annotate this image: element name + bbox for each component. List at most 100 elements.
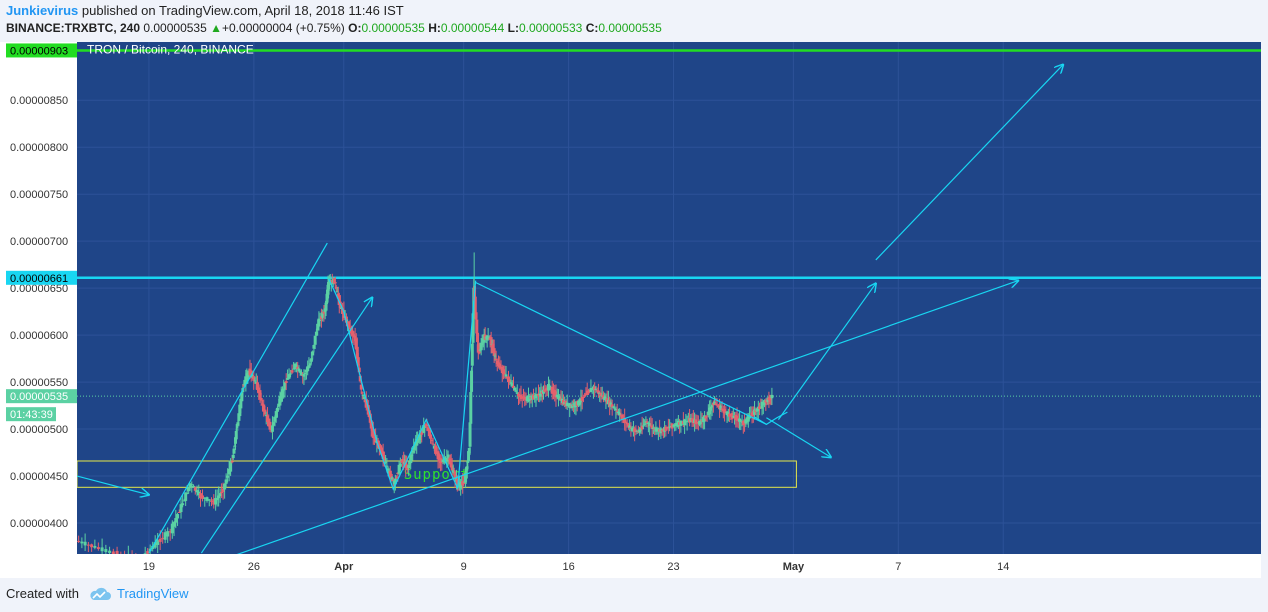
- author-name[interactable]: Junkievirus: [6, 3, 79, 18]
- candle-body: [463, 481, 467, 483]
- candle-body: [259, 398, 263, 401]
- candle-body: [411, 450, 415, 453]
- price-chart[interactable]: 0.00000400 0.00000450 0.00000500 0.00000550…: [0, 42, 1268, 578]
- candle-body: [80, 541, 84, 544]
- y-tick-label: 0.00000850: [10, 95, 68, 107]
- candle-body: [596, 390, 600, 394]
- candle-body: [100, 547, 104, 552]
- candle-body: [480, 342, 484, 346]
- candle-body: [275, 407, 279, 412]
- candle-body: [205, 497, 209, 501]
- candle-body: [262, 404, 266, 412]
- candle-body: [504, 374, 508, 377]
- y-tick-label: 0.00000800: [10, 142, 68, 154]
- candle-body: [240, 392, 244, 402]
- high-label: H:: [428, 21, 441, 35]
- candle-body: [333, 282, 337, 284]
- candle-body: [534, 394, 538, 399]
- candle-body: [425, 424, 429, 426]
- candle-body: [161, 537, 165, 539]
- candle-body: [498, 363, 502, 369]
- candle-body: [312, 345, 316, 349]
- candle-body: [264, 415, 268, 417]
- candle-body: [513, 387, 517, 391]
- candle-body: [407, 465, 411, 469]
- candle-body: [476, 332, 480, 343]
- countdown-label: 01:43:39: [10, 409, 53, 421]
- x-tick-label: Apr: [334, 561, 354, 573]
- candle-body: [420, 431, 424, 435]
- candle-body: [626, 423, 630, 427]
- price-tag-label: 0.00000661: [10, 273, 68, 285]
- candle-body: [508, 379, 512, 383]
- candle-body: [369, 420, 373, 429]
- candle-body: [111, 551, 115, 554]
- publish-line: Junkievirus published on TradingView.com…: [6, 3, 404, 18]
- candle-body: [710, 404, 714, 408]
- candle-body: [217, 495, 221, 499]
- trend-line: [875, 65, 1063, 261]
- candle-body: [610, 404, 614, 408]
- candle-body: [514, 390, 518, 392]
- tradingview-link[interactable]: TradingView: [116, 586, 189, 601]
- candle-body: [502, 369, 506, 375]
- candle-body: [473, 296, 477, 313]
- candle-body: [299, 372, 303, 375]
- candle-body: [468, 422, 472, 447]
- published-text: published on TradingView.com, April 18, …: [81, 3, 404, 18]
- candle-body: [260, 403, 264, 405]
- candle-body: [423, 425, 427, 428]
- candle-body: [316, 323, 320, 331]
- price-tag-label: 0.00000903: [10, 45, 68, 57]
- candle-body: [536, 393, 540, 397]
- price-tag-label: 0.00000535: [10, 391, 68, 403]
- candle-body: [471, 313, 475, 343]
- candle-body: [292, 368, 296, 370]
- candle-body: [334, 287, 338, 289]
- candle-body: [620, 414, 624, 420]
- candle-body: [210, 500, 214, 502]
- price-tag-bg: [6, 270, 77, 285]
- candle-body: [455, 478, 459, 485]
- candle-body: [381, 451, 385, 459]
- candle-body: [430, 439, 434, 441]
- candle-body: [753, 409, 757, 415]
- candle-body: [467, 451, 471, 462]
- x-tick-label: 26: [248, 561, 260, 573]
- candle-body: [746, 415, 750, 422]
- y-tick-label: 0.00000550: [10, 377, 68, 389]
- candle-body: [541, 389, 545, 394]
- candle-body: [283, 382, 287, 390]
- support-zone-rect: [77, 460, 797, 488]
- candle-body: [390, 477, 394, 480]
- candle-body: [179, 504, 183, 513]
- candle-body: [474, 312, 478, 319]
- candle-body: [735, 415, 739, 421]
- candle-body: [286, 378, 290, 380]
- candle-body: [416, 439, 420, 442]
- candle-body: [258, 390, 262, 400]
- candle-body: [544, 388, 548, 391]
- candle-body: [143, 553, 147, 554]
- candle-body: [83, 541, 87, 546]
- candle-body: [96, 547, 100, 550]
- candle-body: [714, 403, 718, 405]
- candle-body: [382, 457, 386, 461]
- zigzag-path: [328, 278, 477, 491]
- candle-body: [297, 368, 301, 372]
- low-label: L:: [507, 21, 519, 35]
- price-tag-bg: [6, 389, 77, 404]
- candle-body: [306, 366, 310, 372]
- candle-body: [507, 376, 511, 383]
- last-price: 0.00000535: [143, 21, 207, 35]
- candle-body: [395, 477, 399, 479]
- high-value: 0.00000544: [440, 21, 505, 35]
- candle-body: [185, 492, 189, 494]
- candle-body: [648, 423, 652, 427]
- candle-body: [253, 380, 257, 382]
- candle-body: [709, 406, 713, 411]
- candle-body: [282, 388, 286, 391]
- candle-body: [298, 370, 302, 373]
- candle-body: [705, 415, 709, 417]
- change-value: +0.00000004 (+0.75%): [222, 21, 345, 35]
